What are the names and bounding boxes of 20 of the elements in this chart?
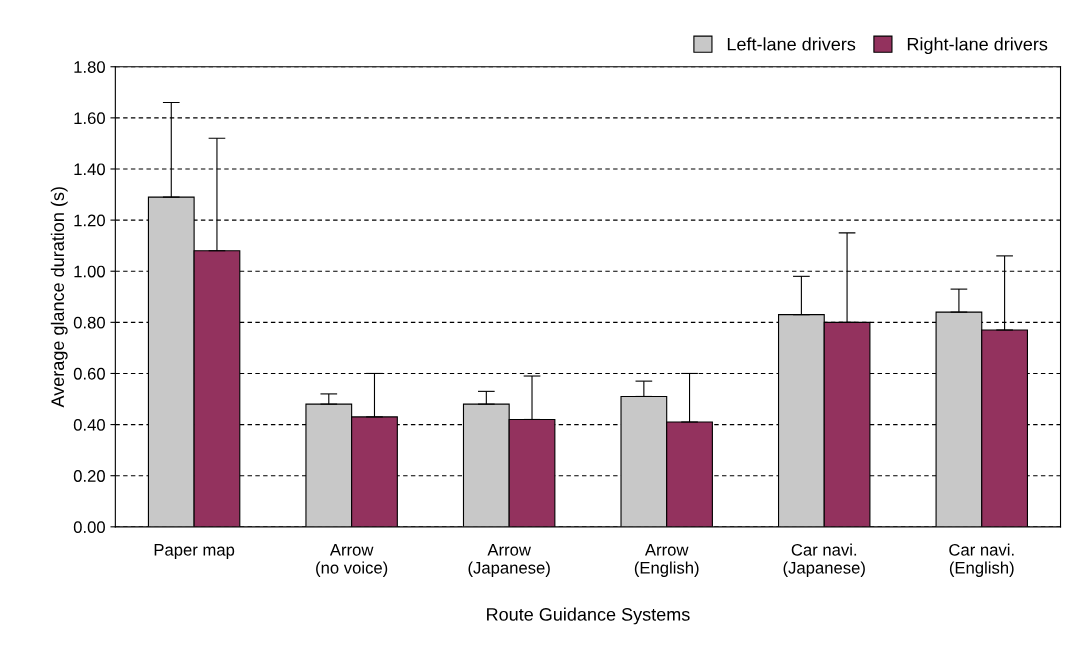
y-tick-label: 1.80 (74, 61, 105, 73)
x-tick-label: Arrow (Japanese) (468, 544, 550, 577)
x-tick-label: Car navi. (Japanese) (783, 543, 865, 577)
x-axis-title: Route Guidance Systems (487, 607, 690, 625)
y-tick-label: 0.60 (73, 367, 105, 380)
legend-label: Left-lane drivers (727, 37, 856, 51)
y-tick-label: 1.60 (74, 112, 105, 125)
x-tick-label: Arrow (English) (634, 544, 699, 577)
y-tick-label: 0.40 (73, 418, 105, 431)
y-tick-label: 0.00 (73, 521, 105, 534)
x-tick-label: Car navi. (English) (949, 543, 1014, 577)
y-tick-label: 0.80 (73, 316, 105, 329)
y-tick-label: 1.40 (74, 163, 105, 176)
y-tick-label: 1.20 (74, 214, 105, 227)
x-tick-label: Arrow (no voice) (316, 544, 388, 577)
y-tick-label: 1.00 (74, 265, 105, 278)
y-axis-title: Average glance duration (s) (50, 187, 68, 408)
y-tick-label: 0.20 (73, 470, 105, 482)
legend-label: Right-lane drivers (907, 37, 1048, 55)
x-tick-label: Paper map (154, 544, 235, 560)
